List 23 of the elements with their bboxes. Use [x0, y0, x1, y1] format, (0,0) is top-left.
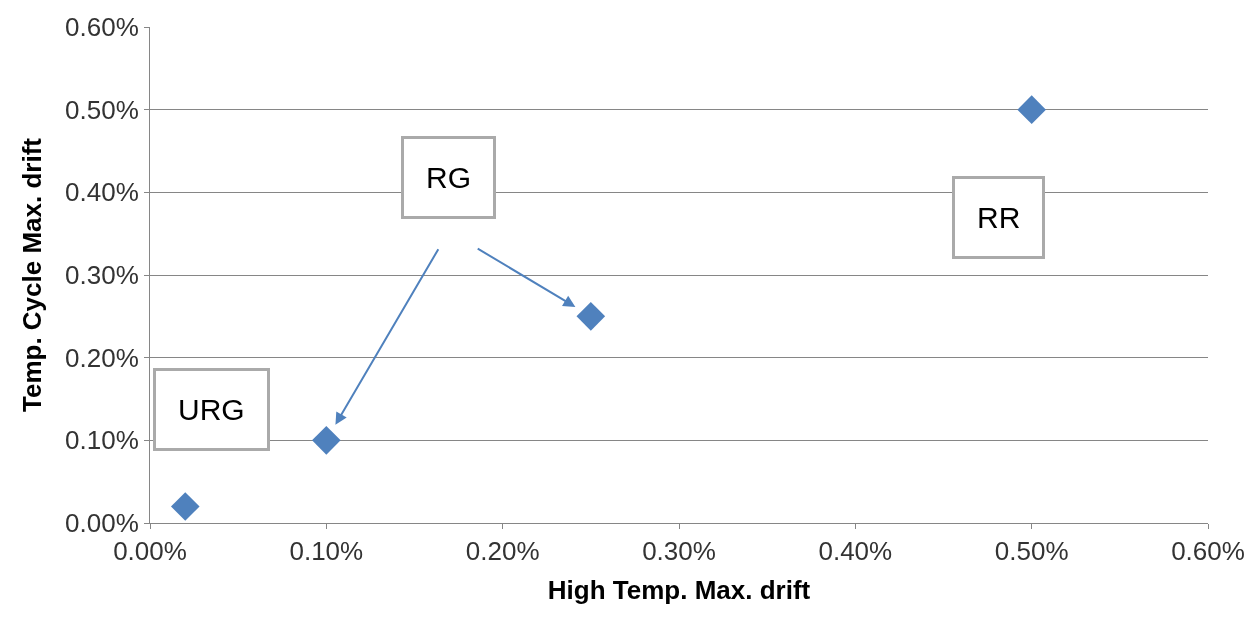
annotation: RG — [426, 161, 471, 194]
x-tick-label: 0.00% — [113, 536, 187, 567]
annotation: URG — [178, 393, 245, 426]
y-tick-label: 0.20% — [65, 342, 139, 373]
x-axis-title: High Temp. Max. drift — [547, 574, 811, 605]
y-tick-label: 0.50% — [65, 94, 139, 125]
annotation: RR — [977, 201, 1021, 234]
x-tick-label: 0.10% — [289, 536, 364, 567]
x-tick-label: 0.30% — [642, 536, 716, 567]
x-tick-label: 0.50% — [994, 536, 1069, 567]
point — [576, 302, 606, 331]
x-tick-label: 0.40% — [818, 536, 893, 567]
y-tick-label: 0.10% — [65, 425, 139, 456]
y-tick-label: 0.40% — [65, 177, 139, 208]
point — [1017, 95, 1046, 124]
y-tick-label: 0.60% — [65, 12, 139, 43]
point — [170, 492, 200, 521]
y-axis-title: Temp. Cycle Max. drift — [17, 137, 48, 413]
y-tick-label: 0.30% — [65, 260, 139, 291]
x-tick-label: 0.20% — [465, 536, 540, 567]
x-tick-label: 0.60% — [1171, 536, 1245, 567]
point — [312, 426, 341, 455]
y-tick-label: 0.00% — [65, 508, 139, 539]
